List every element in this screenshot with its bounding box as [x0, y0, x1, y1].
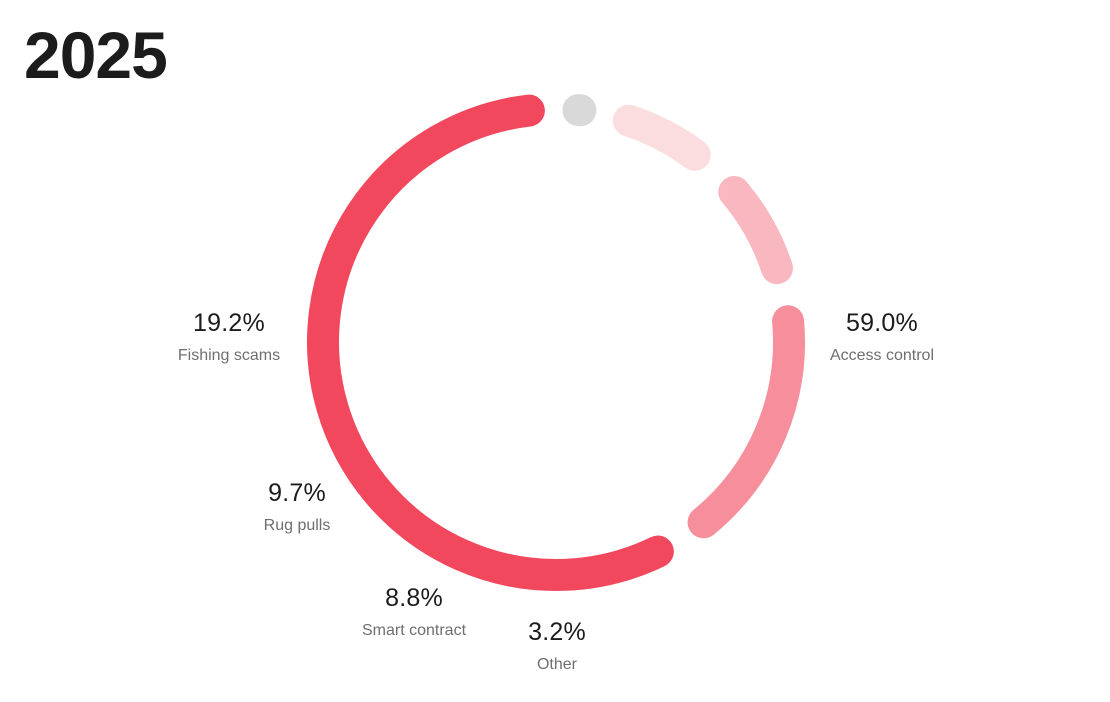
label-other: 3.2% Other	[457, 617, 657, 674]
rug-pulls-name: Rug pulls	[263, 517, 331, 534]
chart-title: 2025	[24, 18, 168, 92]
label-rug-pulls: 9.7% Rug pulls	[197, 478, 397, 535]
other-percent: 3.2%	[528, 618, 586, 646]
smart-contract-name: Smart contract	[361, 622, 467, 639]
label-access-control: 59.0% Access control	[782, 308, 982, 365]
slice-rug-pulls	[718, 176, 793, 285]
fishing-scams-name: Fishing scams	[177, 347, 281, 364]
smart-contract-percent: 8.8%	[385, 584, 443, 612]
rug-pulls-percent: 9.7%	[268, 479, 326, 507]
slice-smart-contract	[612, 104, 711, 171]
access-control-name: Access control	[829, 347, 935, 364]
other-name: Other	[536, 656, 577, 673]
fishing-scams-percent: 19.2%	[193, 309, 265, 337]
slice-access-control	[307, 94, 674, 591]
slice-fishing-scams	[687, 305, 805, 539]
label-fishing-scams: 19.2% Fishing scams	[129, 308, 329, 365]
access-control-percent: 59.0%	[846, 309, 918, 337]
label-smart-contract: 8.8% Smart contract	[314, 583, 514, 640]
